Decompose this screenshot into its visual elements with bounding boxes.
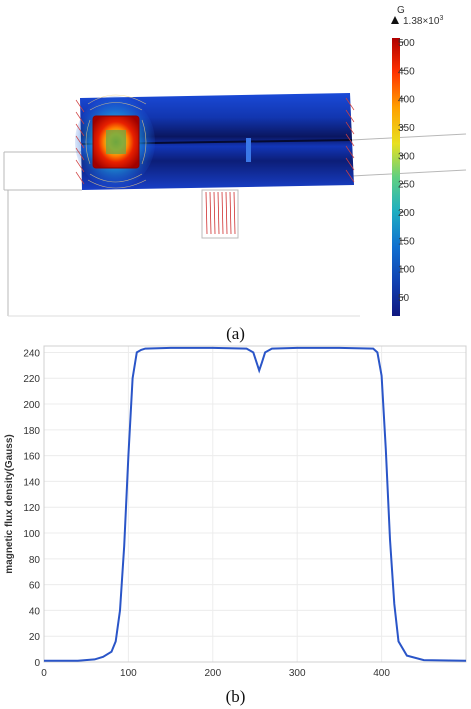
domain-outline <box>3 133 467 317</box>
colorbar-tick-label: 400 <box>398 95 415 106</box>
y-tick-label: 40 <box>29 606 41 617</box>
colorbar-ticks: 500 450 400 350 300 250 200 150 100 50 <box>398 38 415 304</box>
colorbar: G 1.38×103 500 450 400 350 300 250 200 150 100 50 <box>391 5 443 316</box>
x-tick-label: 200 <box>204 668 221 679</box>
left-end-cap <box>75 99 85 185</box>
x-tick-label: 0 <box>41 668 47 679</box>
bottom-port <box>201 189 239 239</box>
y-tick-label: 120 <box>23 503 40 514</box>
colorbar-tick-label: 450 <box>398 66 415 77</box>
colorbar-tick-label: 250 <box>398 180 415 191</box>
y-tick-label: 160 <box>23 452 40 463</box>
y-tick-label: 0 <box>34 658 40 669</box>
simulation-panel: G 1.38×103 500 450 400 350 300 250 200 150 100 50 <box>0 0 471 322</box>
colorbar-tick-label: 500 <box>398 38 415 49</box>
gap-marker <box>246 138 251 162</box>
colorbar-tick-label: 300 <box>398 151 415 162</box>
y-axis-ticks: 0 20 40 60 80 100 120 140 160 180 200 220 240 <box>23 348 40 669</box>
x-axis-ticks: 0 100 200 300 400 <box>41 668 390 679</box>
y-tick-label: 200 <box>23 400 40 411</box>
right-end-cap <box>345 97 355 183</box>
max-marker-icon <box>391 16 399 24</box>
chart-svg: 0 20 40 60 80 100 120 140 160 180 200 220 240 0 100 20… <box>4 345 467 679</box>
colorbar-tick-label: 50 <box>398 293 410 304</box>
caption-a: (a) <box>226 324 245 343</box>
plot-frame <box>43 345 467 663</box>
chart-grid <box>43 346 466 663</box>
y-tick-label: 140 <box>23 477 40 488</box>
x-tick-label: 300 <box>289 668 306 679</box>
coil-core <box>106 130 126 154</box>
x-tick-label: 100 <box>120 668 137 679</box>
y-tick-label: 80 <box>29 555 41 566</box>
flux-density-series <box>44 346 467 662</box>
colorbar-tick-label: 150 <box>398 236 415 247</box>
colorbar-unit: G <box>397 5 405 16</box>
y-axis-label: magnetic flux density(Gauss) <box>4 434 15 573</box>
simulation-figure: G 1.38×103 500 450 400 350 300 250 200 150 100 50 <box>3 5 467 317</box>
y-tick-label: 220 <box>23 374 40 385</box>
y-tick-label: 60 <box>29 581 41 592</box>
flux-density-chart: 0 20 40 60 80 100 120 140 160 180 200 220 240 0 100 20… <box>0 340 471 690</box>
y-tick-label: 100 <box>23 529 40 540</box>
colorbar-tick-label: 100 <box>398 265 415 276</box>
colorbar-scale <box>392 38 400 316</box>
colorbar-tick-label: 350 <box>398 123 415 134</box>
colorbar-max-marker: 1.38×103 <box>403 15 443 27</box>
field-lines <box>85 94 147 189</box>
y-tick-label: 180 <box>23 426 40 437</box>
colorbar-tick-label: 200 <box>398 208 415 219</box>
caption-b: (b) <box>225 687 246 706</box>
y-tick-label: 240 <box>23 348 40 359</box>
x-tick-label: 400 <box>373 668 390 679</box>
y-tick-label: 20 <box>29 632 41 643</box>
